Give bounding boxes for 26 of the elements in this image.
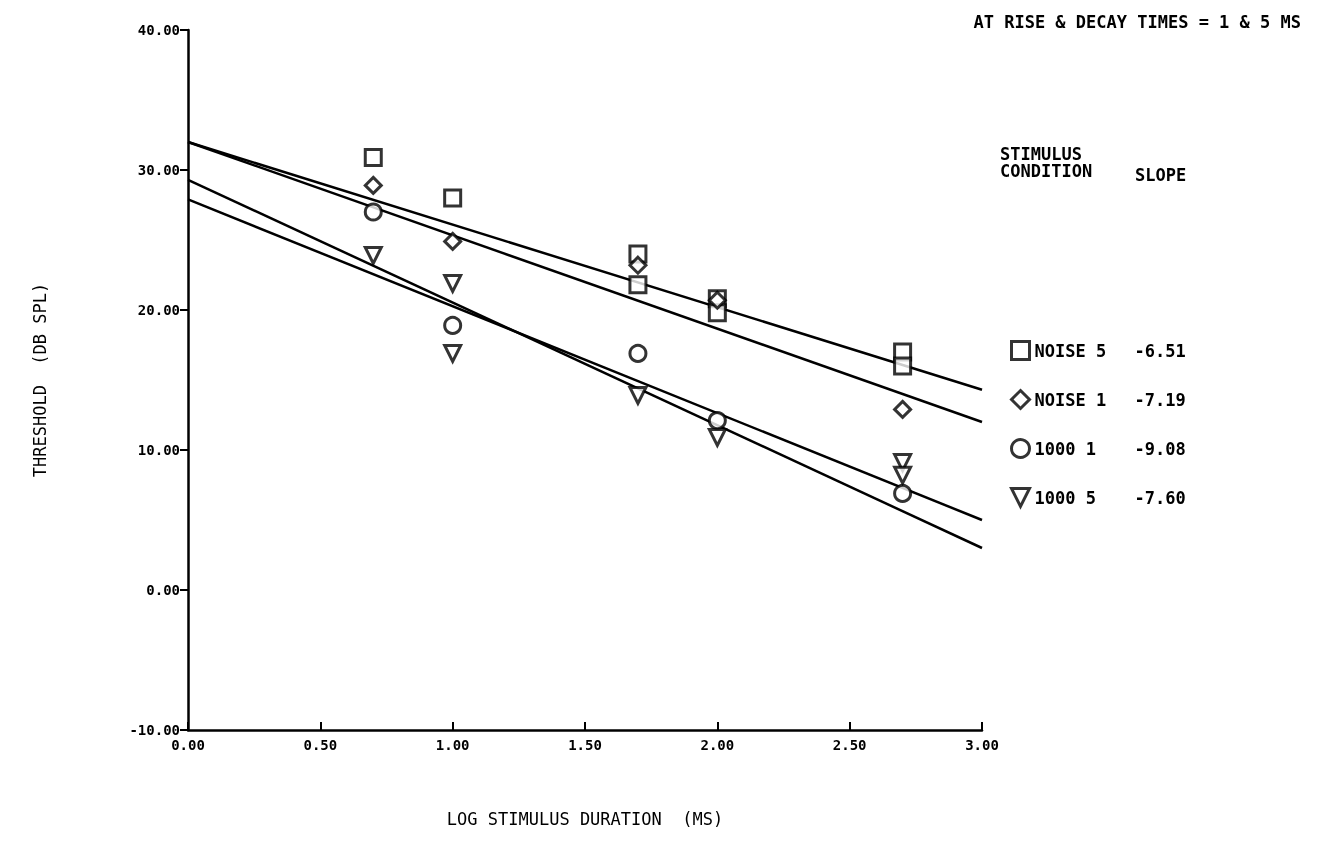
y-tick-label: -10.00 [129,722,180,738]
y-axis-title: THRESHOLD (DB SPL) [29,282,50,478]
x-tick-label: 1.50 [568,737,602,753]
x-tick-label: 1.00 [435,737,470,753]
x-tick-label: 0.00 [171,737,205,753]
x-tick-label: 2.00 [700,737,735,753]
text: -7.60 [1134,487,1186,508]
text: AT RISE & DECAY TIMES = 1 & 5 MS [973,11,1301,32]
y-tick-label: 20.00 [137,302,180,318]
x-axis-title: LOG STIMULUS DURATION (MS) [446,808,724,829]
legend-label: 1000 1 [1034,438,1096,459]
text: -9.08 [1134,438,1186,459]
text: -6.51 [1134,340,1186,361]
x-tick-label: 3.00 [965,737,999,753]
legend-label: 1000 5 [1034,487,1096,508]
legend-label: NOISE 5 [1034,340,1107,361]
text: SLOPE [1135,164,1187,185]
y-tick-label: 10.00 [137,442,180,458]
y-tick-label: 0.00 [146,582,180,598]
x-tick-label: 0.50 [303,737,338,753]
y-tick-label: 30.00 [137,162,180,178]
text: -7.19 [1134,389,1186,410]
legend-label: NOISE 1 [1034,389,1107,410]
x-tick-label: 2.50 [832,737,867,753]
legend-title: STIMULUS CONDITION [1000,143,1093,181]
y-tick-label: 40.00 [137,22,180,38]
